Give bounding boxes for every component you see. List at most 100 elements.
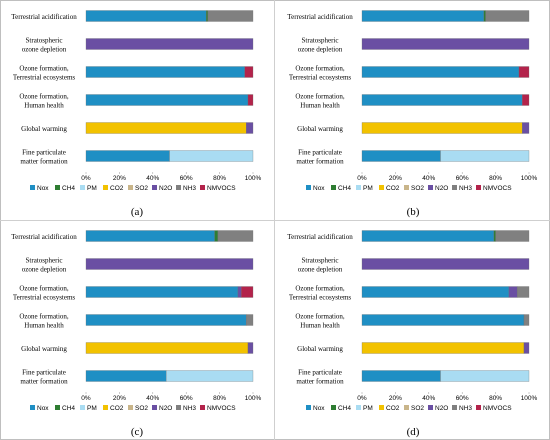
category-label: Fine particulate matter formation bbox=[296, 149, 344, 166]
legend-label-so2: SO2 bbox=[135, 405, 148, 412]
category-label: Fine particulate matter formation bbox=[296, 369, 344, 386]
legend-label-nox: Nox bbox=[37, 185, 49, 192]
panel-label: (d) bbox=[407, 426, 420, 438]
bar-segment-nh3 bbox=[207, 10, 254, 22]
legend-label-co2: CO2 bbox=[110, 185, 124, 192]
legend-swatch-so2 bbox=[128, 185, 133, 190]
x-tick-label: 0% bbox=[81, 395, 91, 402]
bar-segment-n2o bbox=[85, 38, 254, 50]
bar-segment-n2o bbox=[523, 342, 530, 354]
category-label: Ozone formation, Human health bbox=[295, 313, 345, 330]
legend-swatch-ch4 bbox=[55, 185, 60, 190]
legend-swatch-nox bbox=[30, 185, 35, 190]
bar-segment-pm bbox=[440, 370, 530, 382]
legend-swatch-nox bbox=[306, 185, 311, 190]
bar-segment-co2 bbox=[85, 342, 249, 354]
bar-segment-nox bbox=[85, 314, 247, 326]
bar-segment-nox bbox=[361, 94, 523, 106]
legend-label-so2: SO2 bbox=[411, 185, 424, 192]
bar-segment-nox bbox=[361, 314, 525, 326]
bar-segment-nox bbox=[361, 66, 520, 78]
bar-segment-nh3 bbox=[246, 314, 254, 326]
x-tick-label: 0% bbox=[81, 175, 91, 182]
bar-segment-nox bbox=[85, 230, 215, 242]
legend-swatch-so2 bbox=[404, 185, 409, 190]
bar-segment-nh3 bbox=[485, 10, 530, 22]
x-tick-label: 60% bbox=[180, 395, 193, 402]
x-tick-label: 100% bbox=[245, 395, 262, 402]
legend-swatch-n2o bbox=[428, 185, 433, 190]
chart-panel-b: Terrestrial acidification Stratospheric oz… bbox=[287, 10, 538, 218]
legend-label-n2o: N2O bbox=[159, 405, 172, 412]
category-label: Ozone formation, Human health bbox=[295, 93, 345, 110]
bar-segment-nox bbox=[85, 10, 207, 22]
bar-segment-n2o bbox=[522, 122, 530, 134]
bar-segment-nox bbox=[361, 10, 485, 22]
chart-panel-a: Terrestrial acidification Stratospheric oz… bbox=[11, 10, 262, 218]
legend-label-nox: Nox bbox=[313, 185, 325, 192]
bar-segment-nmvocs bbox=[247, 94, 254, 106]
legend-swatch-pm bbox=[356, 185, 361, 190]
legend-label-nmvocs: NMVOCS bbox=[483, 185, 512, 192]
panel-label: (a) bbox=[131, 206, 144, 218]
legend-swatch-ch4 bbox=[331, 405, 336, 410]
bar-segment-nmvocs bbox=[518, 66, 530, 78]
legend-swatch-so2 bbox=[128, 405, 133, 410]
category-label: Global warming bbox=[21, 345, 67, 353]
bar-segment-nox bbox=[361, 286, 510, 298]
legend-label-pm: PM bbox=[363, 185, 373, 192]
x-tick-label: 100% bbox=[521, 395, 538, 402]
legend-swatch-ch4 bbox=[55, 405, 60, 410]
legend-swatch-co2 bbox=[103, 405, 108, 410]
legend-swatch-nox bbox=[306, 405, 311, 410]
bar-segment-nmvocs bbox=[241, 286, 254, 298]
legend-label-so2: SO2 bbox=[411, 405, 424, 412]
x-tick-label: 60% bbox=[180, 175, 193, 182]
x-tick-label: 80% bbox=[213, 395, 226, 402]
legend-label-n2o: N2O bbox=[435, 185, 448, 192]
legend-swatch-n2o bbox=[428, 405, 433, 410]
legend-swatch-n2o bbox=[152, 405, 157, 410]
bar-segment-co2 bbox=[361, 342, 525, 354]
legend-swatch-nh3 bbox=[176, 185, 181, 190]
bar-segment-nmvocs bbox=[244, 66, 254, 78]
bar-segment-nox bbox=[85, 150, 170, 162]
panel-label: (b) bbox=[407, 206, 420, 218]
legend-swatch-co2 bbox=[379, 405, 384, 410]
legend-label-nh3: NH3 bbox=[459, 185, 472, 192]
bar-segment-pm bbox=[169, 150, 254, 162]
legend-swatch-co2 bbox=[379, 185, 384, 190]
legend-label-ch4: CH4 bbox=[338, 405, 351, 412]
legend-label-ch4: CH4 bbox=[62, 405, 75, 412]
legend-label-n2o: N2O bbox=[435, 405, 448, 412]
bar-segment-nox bbox=[85, 286, 239, 298]
bar-segment-nox bbox=[85, 66, 245, 78]
legend-label-co2: CO2 bbox=[386, 405, 400, 412]
x-tick-label: 20% bbox=[389, 175, 402, 182]
legend-swatch-nmvocs bbox=[476, 185, 481, 190]
bar-segment-n2o bbox=[237, 286, 242, 298]
x-tick-label: 80% bbox=[213, 175, 226, 182]
category-label: Global warming bbox=[297, 125, 343, 133]
x-tick-label: 20% bbox=[389, 395, 402, 402]
legend-swatch-so2 bbox=[404, 405, 409, 410]
legend-label-so2: SO2 bbox=[135, 185, 148, 192]
x-tick-label: 0% bbox=[357, 395, 367, 402]
x-tick-label: 40% bbox=[422, 175, 435, 182]
legend-swatch-n2o bbox=[152, 185, 157, 190]
legend-label-nmvocs: NMVOCS bbox=[483, 405, 512, 412]
bar-segment-nox bbox=[361, 150, 441, 162]
category-label: Terrestrial acidification bbox=[11, 233, 77, 241]
bar-segment-nox bbox=[85, 370, 167, 382]
x-tick-label: 20% bbox=[113, 395, 126, 402]
legend-label-n2o: N2O bbox=[159, 185, 172, 192]
legend-swatch-ch4 bbox=[331, 185, 336, 190]
category-label: Terrestrial acidification bbox=[287, 233, 353, 241]
x-tick-label: 20% bbox=[113, 175, 126, 182]
x-tick-label: 80% bbox=[489, 175, 502, 182]
chart-panel-c: Terrestrial acidification Stratospheric oz… bbox=[11, 230, 262, 438]
category-label: Global warming bbox=[21, 125, 67, 133]
legend-swatch-nh3 bbox=[452, 405, 457, 410]
bar-segment-nh3 bbox=[495, 230, 530, 242]
bar-segment-n2o bbox=[85, 258, 254, 270]
